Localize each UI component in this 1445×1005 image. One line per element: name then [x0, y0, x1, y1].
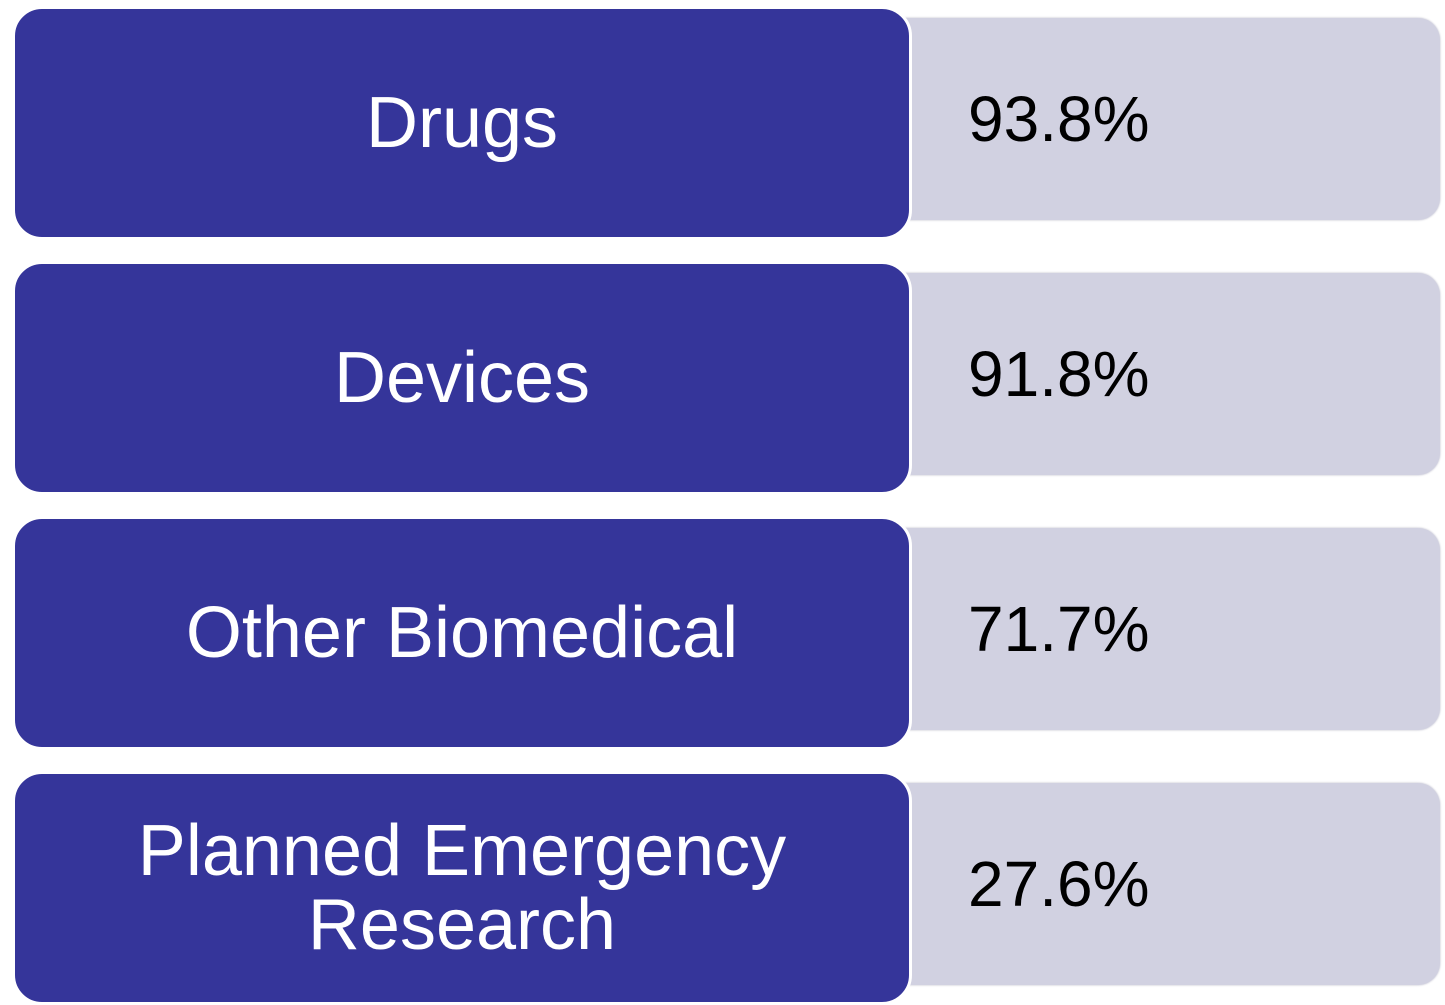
label-box: Other Biomedical — [12, 516, 912, 750]
value-box — [860, 18, 1440, 220]
list-row: 27.6% Planned Emergency Research — [0, 765, 1445, 1005]
value-text: 27.6% — [968, 848, 1150, 920]
value-text: 71.7% — [968, 593, 1150, 665]
value-box — [860, 273, 1440, 475]
label-box: Devices — [12, 261, 912, 495]
value-text: 91.8% — [968, 338, 1150, 410]
label-box: Planned Emergency Research — [12, 771, 912, 1005]
label-box: Drugs — [12, 6, 912, 240]
list-row: 71.7% Other Biomedical — [0, 510, 1445, 750]
list-row: 93.8% Drugs — [0, 0, 1445, 240]
value-box — [860, 783, 1440, 985]
value-box — [860, 528, 1440, 730]
value-text: 93.8% — [968, 83, 1150, 155]
list-row: 91.8% Devices — [0, 255, 1445, 495]
